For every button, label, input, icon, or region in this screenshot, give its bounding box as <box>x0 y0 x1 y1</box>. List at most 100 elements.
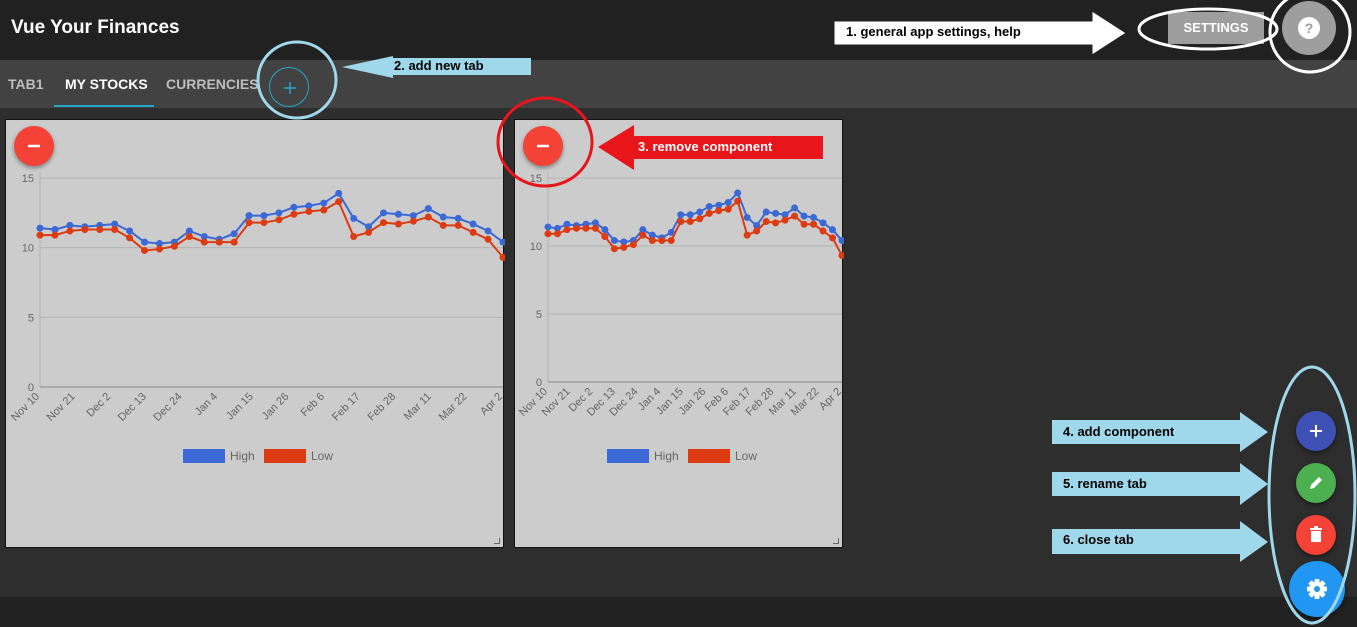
data-point <box>762 218 770 226</box>
x-tick-label: Jan 4 <box>193 391 221 419</box>
callout-5: 5. rename tab <box>1063 476 1147 491</box>
pencil-icon <box>1310 477 1322 489</box>
x-tick-label: Feb 28 <box>366 391 399 424</box>
data-point <box>705 203 713 211</box>
data-point <box>715 207 723 215</box>
legend-swatch <box>607 449 649 463</box>
series-line-low <box>40 200 504 259</box>
rename-tab-button[interactable] <box>1296 463 1336 503</box>
data-point <box>667 228 675 236</box>
data-point <box>553 230 561 238</box>
data-point <box>696 208 704 216</box>
callout-6: 6. close tab <box>1063 532 1134 547</box>
data-point <box>791 204 799 212</box>
help-circle-icon: ? <box>1298 17 1320 39</box>
legend-swatch <box>183 449 225 463</box>
close-tab-button[interactable] <box>1296 515 1336 555</box>
series-line-high <box>39 191 504 245</box>
legend-swatch <box>688 449 730 463</box>
plus-icon <box>284 82 296 94</box>
data-point <box>499 253 505 261</box>
legend-label: High <box>654 449 679 463</box>
callout-4: 4. add component <box>1063 424 1175 439</box>
data-point <box>715 201 723 209</box>
data-point <box>320 206 328 214</box>
data-point <box>424 213 432 221</box>
data-point <box>454 214 462 222</box>
data-point <box>394 210 402 218</box>
data-point <box>454 221 462 229</box>
x-tick-label: Nov 10 <box>9 391 42 424</box>
data-point <box>36 231 44 239</box>
data-point <box>484 227 492 235</box>
data-point <box>290 210 298 218</box>
settings-button[interactable]: SETTINGS <box>1168 12 1264 44</box>
data-point <box>743 231 751 239</box>
active-tab-indicator <box>54 105 154 107</box>
x-tick-label: Feb 6 <box>299 391 327 419</box>
data-point <box>753 222 761 230</box>
data-point <box>81 226 89 234</box>
data-point <box>781 216 789 224</box>
add-tab-button[interactable] <box>269 67 309 107</box>
data-point <box>335 198 343 206</box>
data-point <box>185 233 193 241</box>
data-point <box>800 212 808 220</box>
footer-strip <box>0 597 1357 627</box>
data-point <box>200 238 208 246</box>
resize-handle[interactable] <box>833 538 839 544</box>
stock-chart-1: 0 5 10 15 Nov 10 Nov 21 Dec 2 Dec 13 Dec 24 Jan 4… <box>9 172 505 463</box>
data-point <box>215 238 223 246</box>
data-point <box>96 226 104 234</box>
data-point <box>275 209 283 217</box>
data-point <box>155 239 163 247</box>
data-point <box>51 226 59 234</box>
remove-component-button[interactable] <box>523 126 563 166</box>
data-point <box>677 211 685 219</box>
data-point <box>601 226 609 234</box>
data-point <box>484 235 492 243</box>
tab-tab1[interactable]: TAB1 <box>8 76 44 92</box>
data-point <box>350 214 358 222</box>
data-point <box>499 238 505 246</box>
data-point <box>620 238 628 246</box>
data-point <box>648 231 656 239</box>
data-point <box>734 197 742 205</box>
data-point <box>275 216 283 224</box>
tab-currencies[interactable]: CURRENCIES <box>166 76 259 92</box>
data-point <box>667 237 675 245</box>
data-point <box>380 219 388 227</box>
data-point <box>677 218 685 226</box>
y-tick-label: 5 <box>28 312 34 324</box>
data-point <box>819 227 827 235</box>
data-point <box>409 217 417 225</box>
plus-icon <box>1310 425 1322 437</box>
y-tick-label: 10 <box>22 243 34 255</box>
trash-icon <box>1310 526 1322 542</box>
x-tick-label: Mar 22 <box>437 391 470 424</box>
data-point <box>563 220 571 228</box>
x-tick-label: Mar 11 <box>402 391 434 423</box>
data-point <box>111 226 119 234</box>
data-point <box>772 209 780 217</box>
data-point <box>66 221 74 229</box>
help-button[interactable]: ? <box>1282 1 1336 55</box>
data-point <box>544 230 552 238</box>
resize-handle[interactable] <box>494 538 500 544</box>
callout-2: 2. add new tab <box>394 58 484 73</box>
data-point <box>36 224 44 232</box>
remove-component-button[interactable] <box>14 126 54 166</box>
data-point <box>762 208 770 216</box>
data-point <box>639 231 647 239</box>
series-line-high <box>547 191 843 243</box>
tab-my-stocks[interactable]: MY STOCKS <box>65 76 148 92</box>
data-point <box>185 227 193 235</box>
data-point <box>601 232 609 240</box>
data-point <box>639 226 647 234</box>
data-point <box>469 220 477 228</box>
tab-settings-fab[interactable] <box>1289 561 1345 617</box>
y-tick-label: 0 <box>28 382 34 394</box>
add-component-button[interactable] <box>1296 411 1336 451</box>
data-point <box>305 202 313 210</box>
